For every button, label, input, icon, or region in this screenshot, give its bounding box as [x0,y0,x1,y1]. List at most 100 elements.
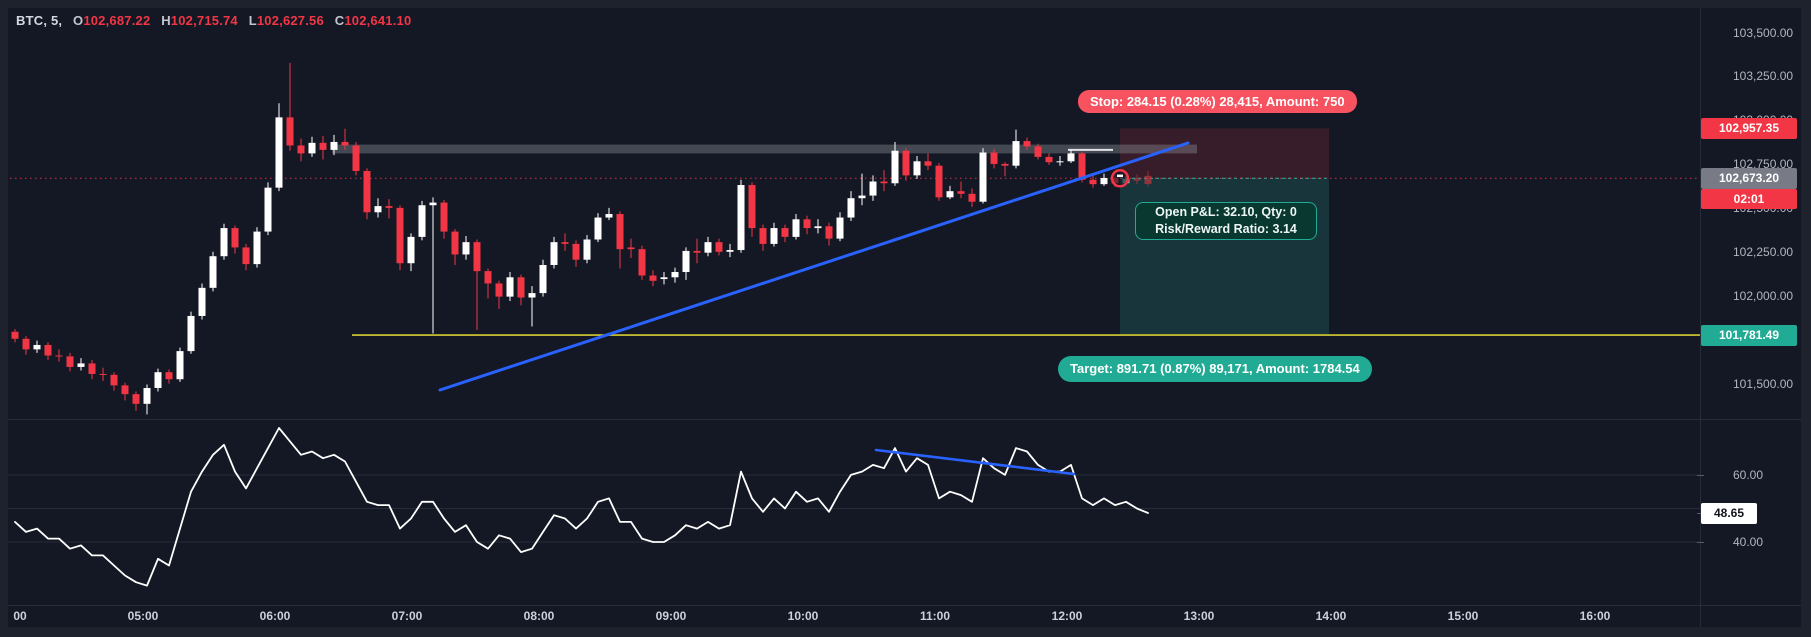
candle[interactable] [352,141,360,176]
candle[interactable] [1012,129,1020,169]
candle[interactable] [88,359,96,380]
candle[interactable] [319,135,327,160]
candle[interactable] [66,352,74,372]
candle[interactable] [770,222,778,247]
candle[interactable] [572,240,580,267]
candle[interactable] [440,199,448,239]
candle[interactable] [726,243,734,258]
candle[interactable] [253,227,261,268]
candle[interactable] [638,245,646,280]
candle[interactable] [660,272,668,285]
entry-marker[interactable] [1110,169,1130,188]
candle[interactable] [836,212,844,242]
candle[interactable] [363,168,371,220]
candle[interactable] [33,340,41,353]
candle[interactable] [605,207,613,221]
candle[interactable] [737,179,745,253]
stop-price-badge[interactable]: 102,957.35 [1701,117,1797,139]
candle[interactable] [121,382,129,401]
candle[interactable] [451,228,459,265]
candle[interactable] [858,173,866,206]
candle[interactable] [957,181,965,199]
stop-loss-label[interactable]: Stop: 284.15 (0.28%) 28,415, Amount: 750 [1078,90,1357,113]
candle[interactable] [979,148,987,204]
candle[interactable] [550,236,558,269]
candle[interactable] [594,213,602,243]
candle[interactable] [143,384,151,415]
candle[interactable] [198,283,206,320]
candle[interactable] [1045,153,1053,165]
candle[interactable] [55,349,63,362]
candle[interactable] [44,342,52,360]
candle[interactable] [528,286,536,327]
candle[interactable] [209,251,217,292]
candle[interactable] [748,182,756,237]
candle[interactable] [561,233,569,251]
candle[interactable] [825,222,833,246]
candle[interactable] [583,235,591,264]
candle[interactable] [1089,175,1097,188]
candle[interactable] [704,236,712,257]
candle[interactable] [792,214,800,240]
candle[interactable] [803,215,811,235]
rsi-trendline[interactable] [874,448,1076,476]
candle[interactable] [715,238,723,256]
symbol-legend[interactable]: BTC, 5, O102,687.22 H102,715.74 L102,627… [16,13,411,28]
candle[interactable] [330,134,338,156]
candle[interactable] [429,197,437,334]
candle[interactable] [473,239,481,331]
candle[interactable] [308,136,316,157]
candle[interactable] [1034,143,1042,160]
candle[interactable] [1144,170,1152,187]
candle[interactable] [495,280,503,309]
candle[interactable] [693,238,701,264]
candle[interactable] [517,274,525,306]
pane-separator[interactable] [8,419,1801,420]
take-profit-label[interactable]: Target: 891.71 (0.87%) 89,171, Amount: 1… [1058,356,1372,382]
candle[interactable] [1056,156,1064,166]
candle[interactable] [869,175,877,201]
candle[interactable] [341,128,349,150]
candle[interactable] [935,163,943,201]
candle[interactable] [1001,162,1009,177]
candle[interactable] [11,329,19,343]
candle[interactable] [627,238,635,258]
candle[interactable] [220,223,228,260]
candle[interactable] [1067,149,1075,164]
candle[interactable] [616,211,624,269]
candle[interactable] [22,336,30,355]
chart-panel[interactable] [8,8,1801,627]
candle[interactable] [187,311,195,354]
candle[interactable] [814,219,822,234]
last-price-badge[interactable]: 102,673.20 [1701,167,1797,189]
candle[interactable] [506,272,514,302]
open-pnl-label[interactable]: Open P&L: 32.10, Qty: 0 Risk/Reward Rati… [1135,202,1317,240]
candle[interactable] [176,347,184,382]
candle[interactable] [396,205,404,271]
candle[interactable] [77,358,85,371]
resistance-band[interactable] [332,144,1197,154]
candle[interactable] [759,224,767,251]
candle[interactable] [242,243,250,271]
price-trendline[interactable] [438,141,1190,392]
candle[interactable] [891,141,899,186]
candle[interactable] [462,235,470,260]
candle[interactable] [286,62,294,151]
candle[interactable] [231,225,239,254]
candle[interactable] [781,224,789,243]
candle[interactable] [649,270,657,287]
candle[interactable] [913,156,921,179]
candle[interactable] [297,138,305,162]
candle[interactable] [1100,173,1108,186]
candle[interactable] [110,372,118,391]
candle[interactable] [1133,174,1141,185]
target-price-badge[interactable]: 101,781.49 [1701,324,1797,346]
candle[interactable] [132,391,140,411]
candle[interactable] [880,170,888,192]
candle[interactable] [275,103,283,192]
candle[interactable] [99,367,107,381]
candle[interactable] [924,153,932,171]
candle[interactable] [902,148,910,181]
candle[interactable] [968,188,976,207]
